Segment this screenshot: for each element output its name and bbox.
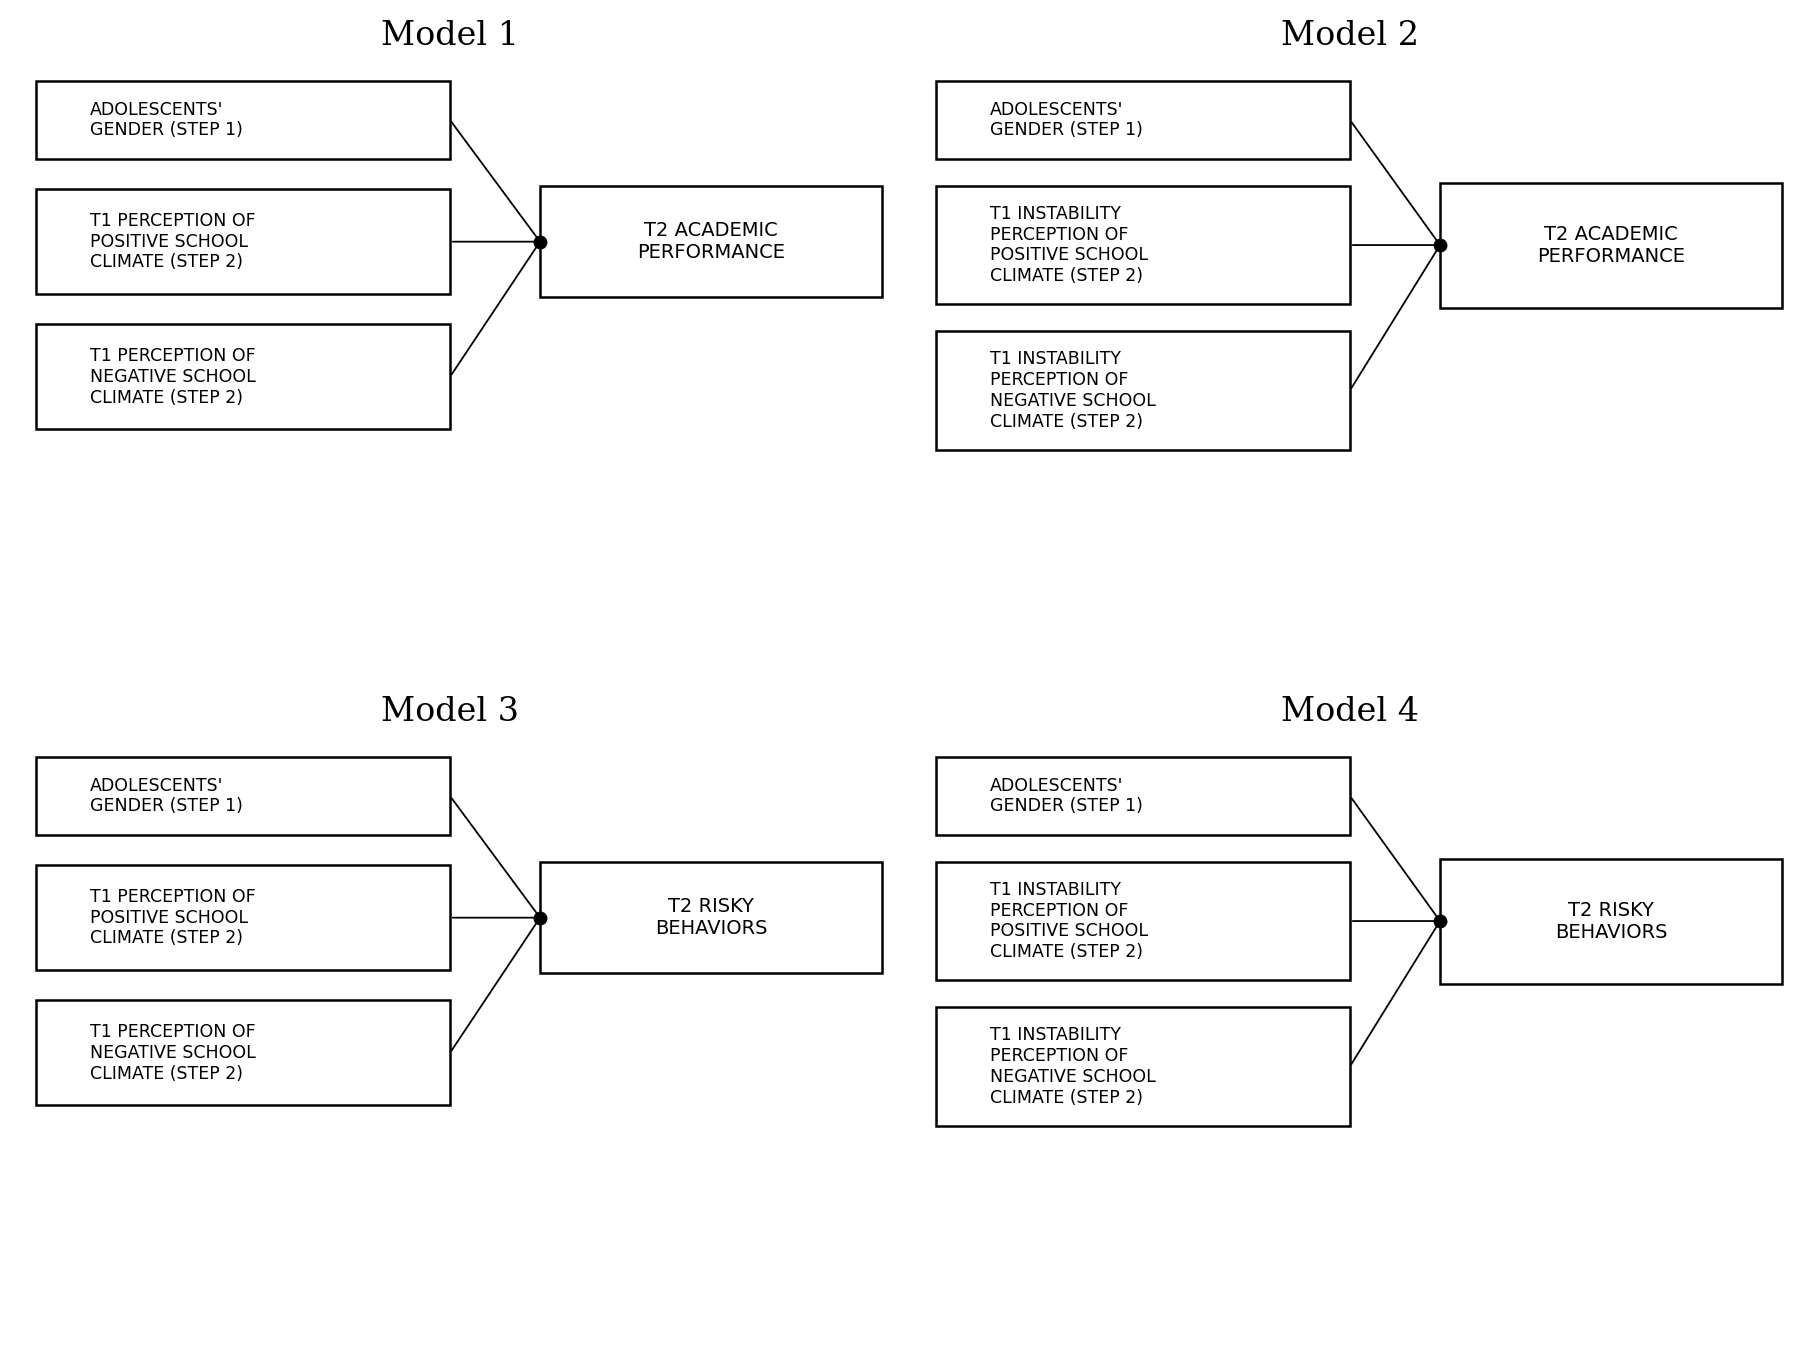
Text: T1 INSTABILITY
PERCEPTION OF
NEGATIVE SCHOOL
CLIMATE (STEP 2): T1 INSTABILITY PERCEPTION OF NEGATIVE SC… [990,350,1156,430]
Text: T1 INSTABILITY
PERCEPTION OF
POSITIVE SCHOOL
CLIMATE (STEP 2): T1 INSTABILITY PERCEPTION OF POSITIVE SC… [990,882,1148,961]
Text: T1 PERCEPTION OF
NEGATIVE SCHOOL
CLIMATE (STEP 2): T1 PERCEPTION OF NEGATIVE SCHOOL CLIMATE… [90,347,256,407]
Text: Model 4: Model 4 [1282,696,1418,729]
FancyBboxPatch shape [36,1000,450,1106]
Text: Model 1: Model 1 [382,20,518,53]
FancyBboxPatch shape [1440,859,1782,984]
FancyBboxPatch shape [1440,183,1782,307]
FancyBboxPatch shape [936,757,1350,834]
FancyBboxPatch shape [540,187,882,297]
FancyBboxPatch shape [936,185,1350,304]
FancyBboxPatch shape [936,331,1350,449]
Text: T2 RISKY
BEHAVIORS: T2 RISKY BEHAVIORS [655,898,767,938]
FancyBboxPatch shape [936,1007,1350,1125]
FancyBboxPatch shape [936,81,1350,160]
FancyBboxPatch shape [36,865,450,971]
Text: T1 PERCEPTION OF
NEGATIVE SCHOOL
CLIMATE (STEP 2): T1 PERCEPTION OF NEGATIVE SCHOOL CLIMATE… [90,1023,256,1083]
Text: T1 PERCEPTION OF
POSITIVE SCHOOL
CLIMATE (STEP 2): T1 PERCEPTION OF POSITIVE SCHOOL CLIMATE… [90,212,256,272]
FancyBboxPatch shape [540,863,882,973]
Text: ADOLESCENTS'
GENDER (STEP 1): ADOLESCENTS' GENDER (STEP 1) [90,776,243,815]
Text: ADOLESCENTS'
GENDER (STEP 1): ADOLESCENTS' GENDER (STEP 1) [90,100,243,139]
FancyBboxPatch shape [36,81,450,160]
Text: ADOLESCENTS'
GENDER (STEP 1): ADOLESCENTS' GENDER (STEP 1) [990,776,1143,815]
Text: Model 3: Model 3 [382,696,518,729]
Text: T2 ACADEMIC
PERFORMANCE: T2 ACADEMIC PERFORMANCE [1537,224,1685,265]
Text: T2 ACADEMIC
PERFORMANCE: T2 ACADEMIC PERFORMANCE [637,222,785,262]
Text: ADOLESCENTS'
GENDER (STEP 1): ADOLESCENTS' GENDER (STEP 1) [990,100,1143,139]
FancyBboxPatch shape [36,324,450,430]
Text: Model 2: Model 2 [1282,20,1418,53]
Text: T2 RISKY
BEHAVIORS: T2 RISKY BEHAVIORS [1555,900,1667,941]
Text: T1 PERCEPTION OF
POSITIVE SCHOOL
CLIMATE (STEP 2): T1 PERCEPTION OF POSITIVE SCHOOL CLIMATE… [90,888,256,948]
FancyBboxPatch shape [936,863,1350,980]
FancyBboxPatch shape [36,757,450,834]
FancyBboxPatch shape [36,189,450,295]
Text: T1 INSTABILITY
PERCEPTION OF
POSITIVE SCHOOL
CLIMATE (STEP 2): T1 INSTABILITY PERCEPTION OF POSITIVE SC… [990,206,1148,285]
Text: T1 INSTABILITY
PERCEPTION OF
NEGATIVE SCHOOL
CLIMATE (STEP 2): T1 INSTABILITY PERCEPTION OF NEGATIVE SC… [990,1026,1156,1106]
